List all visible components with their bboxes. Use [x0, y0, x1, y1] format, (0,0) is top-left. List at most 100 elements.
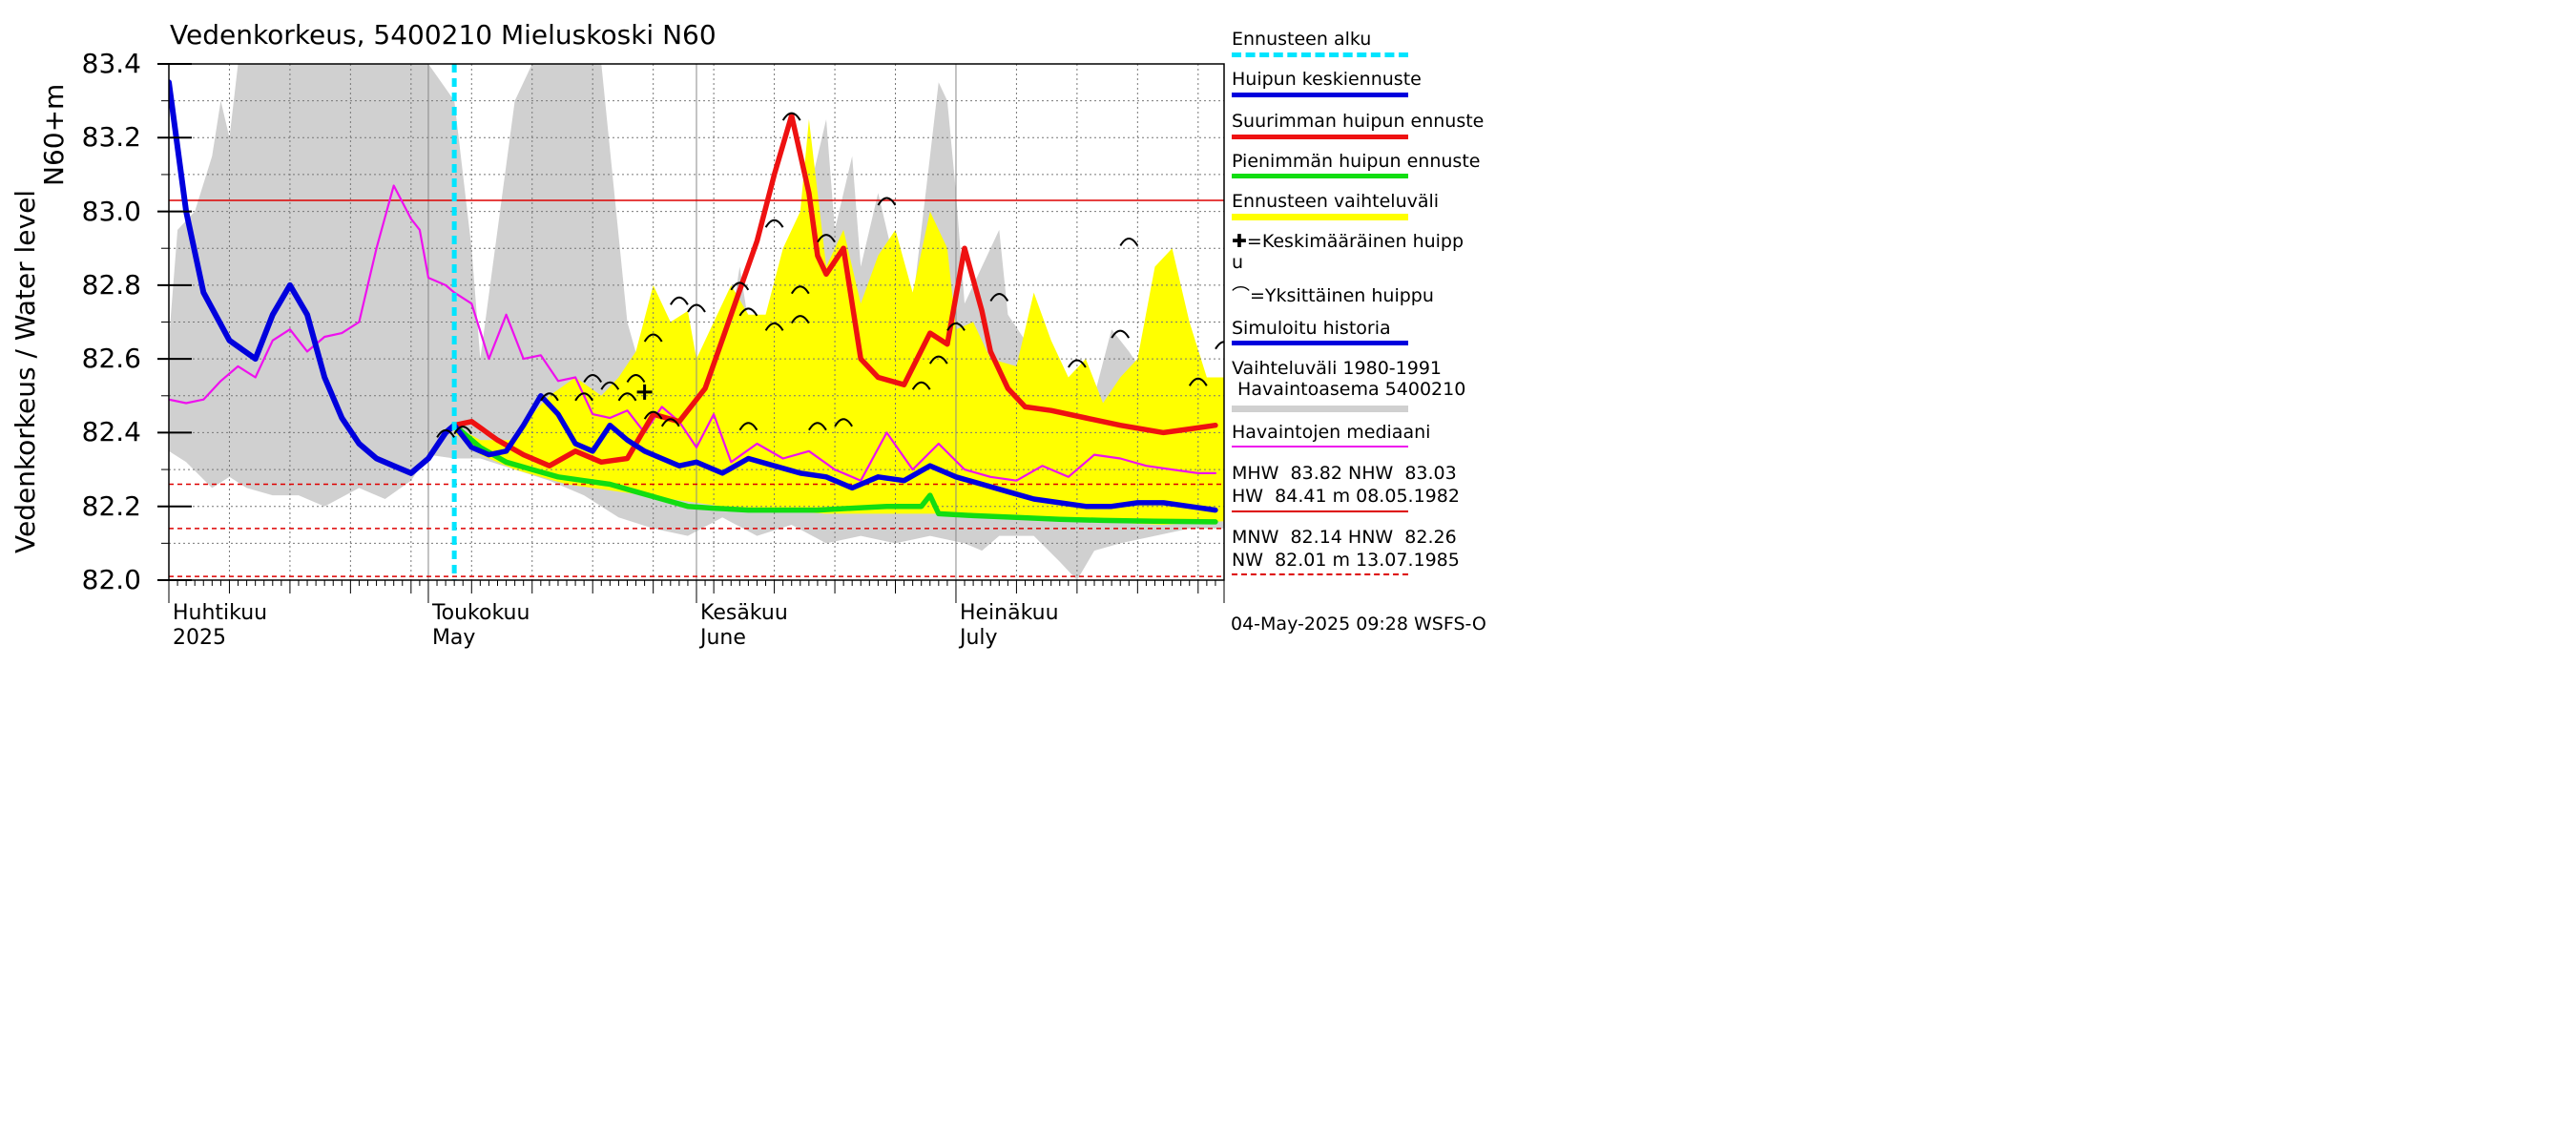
single-peak-marker	[670, 296, 689, 305]
plot-frame	[168, 63, 1225, 581]
single-peak-marker	[643, 410, 663, 420]
x-tick-label: Heinäkuu July	[960, 601, 1059, 651]
legend-single-peak: ⌒=Yksittäinen huippu	[1232, 285, 1480, 306]
legend-avg-peak-label-wrap: u	[1232, 252, 1244, 273]
single-peak-marker	[834, 418, 853, 427]
x-tick-label-fi: Huhtikuu	[173, 601, 268, 625]
y-tick-label: 82.6	[81, 343, 141, 375]
legend-var-range-label-2: Havaintoasema 5400210	[1232, 379, 1466, 400]
stat-hw: HW 84.41 m 08.05.1982	[1232, 486, 1460, 507]
single-peak-marker	[1215, 341, 1224, 350]
legend-forecast-start-swatch	[1232, 52, 1408, 57]
y-tick-label: 82.2	[81, 489, 141, 522]
single-peak-marker	[626, 374, 646, 384]
legend-avg-peak-label: =Keskimääräinen huipp	[1246, 231, 1465, 252]
single-peak-marker	[1188, 377, 1208, 386]
single-peak-marker	[781, 112, 801, 121]
single-peak-marker	[738, 307, 758, 317]
single-peak-marker	[730, 281, 750, 291]
series-sim-history-line	[169, 79, 458, 476]
series-min-peak-line	[451, 422, 1218, 525]
stat-mhw-nhw: MHW 83.82 NHW 83.03	[1232, 463, 1457, 484]
legend-min-peak-label: Pienimmän huipun ennuste	[1232, 151, 1481, 172]
chart-title: Vedenkorkeus, 5400210 Mieluskoski N60	[170, 19, 717, 51]
x-tick-label: Kesäkuu June	[700, 601, 788, 651]
single-peak-marker	[436, 428, 455, 438]
legend-max-peak-label: Suurimman huipun ennuste	[1232, 111, 1485, 132]
legend-min-peak: Pienimmän huipun ennuste	[1232, 151, 1481, 178]
single-peak-marker	[574, 392, 593, 402]
single-peak-marker	[540, 392, 559, 402]
legend-min-peak-swatch	[1232, 174, 1408, 178]
single-peak-marker	[687, 303, 706, 313]
series-median-line	[169, 184, 1217, 482]
legend-range: Ennusteen vaihteluväli	[1232, 191, 1480, 220]
legend-single-peak-label: =Yksittäinen huippu	[1250, 285, 1434, 306]
x-tick-label-fi: Toukokuu	[431, 601, 530, 625]
single-peak-marker	[1111, 329, 1131, 339]
y-tick-label: 83.2	[81, 121, 141, 154]
single-peak-marker	[1119, 238, 1139, 247]
x-tick-label: Huhtikuu 2025	[173, 601, 267, 651]
legend-mean-peak: Huipun keskiennuste	[1232, 69, 1480, 97]
y-tick-label: 82.0	[81, 564, 141, 595]
stat-hw-line	[1232, 510, 1408, 512]
single-peak-marker	[617, 392, 637, 402]
single-peak-marker	[643, 333, 663, 343]
y-tick-label: 82.8	[81, 268, 141, 301]
footer-timestamp: 04-May-2025 09:28 WSFS-O	[1231, 614, 1486, 635]
legend-median-swatch	[1232, 446, 1408, 448]
legend-mean-peak-label: Huipun keskiennuste	[1232, 69, 1422, 90]
x-tick-label-fi: Kesäkuu	[700, 601, 788, 625]
single-peak-marker	[817, 234, 836, 243]
stat-nw: NW 82.01 m 13.07.1985	[1232, 550, 1460, 571]
x-tick-label-en: May	[431, 626, 476, 650]
single-peak-marker	[877, 197, 897, 206]
x-tick-label-en: June	[700, 626, 746, 650]
single-peak-marker	[911, 381, 931, 390]
stat-nw-line	[1232, 573, 1408, 575]
series-mean-peak-line	[451, 393, 1218, 513]
legend-var-range-label-1: Vaihteluväli 1980-1991	[1232, 358, 1442, 379]
x-tick-label: Toukokuu May	[432, 601, 530, 651]
legend-max-peak-swatch	[1232, 135, 1408, 139]
series-max-peak-line	[451, 113, 1218, 468]
plot-svg	[157, 63, 1225, 603]
single-peak-marker	[738, 422, 758, 431]
legend-forecast-start: Ennusteen alku	[1232, 29, 1480, 57]
single-peak-marker	[946, 322, 966, 331]
single-peak-marker	[1068, 359, 1087, 368]
legend-sim-history-label: Simuloitu historia	[1232, 318, 1391, 339]
legend-var-range-swatch	[1232, 406, 1408, 412]
x-tick-label-fi: Heinäkuu	[959, 601, 1059, 625]
single-peak-marker	[808, 422, 827, 431]
single-peak-marker	[583, 374, 603, 384]
single-peak-marker	[790, 315, 810, 324]
legend-sim-history: Simuloitu historia	[1232, 318, 1480, 345]
legend-var-range: Vaihteluväli 1980-1991 Havaintoasema 540…	[1232, 358, 1480, 412]
x-tick-label-en: 2025	[173, 626, 226, 650]
legend-median-label: Havaintojen mediaani	[1232, 422, 1431, 443]
x-tick-label-en: July	[959, 626, 998, 650]
single-peak-marker	[790, 285, 810, 295]
single-peak-marker	[928, 355, 948, 364]
stat-mnw-hnw: MNW 82.14 HNW 82.26	[1232, 527, 1457, 548]
arc-icon: ⌒	[1232, 285, 1251, 306]
chart-figure: Vedenkorkeus, 5400210 Mieluskoski N60 Ve…	[0, 0, 1488, 658]
y-tick-label: 82.4	[81, 416, 141, 448]
single-peak-marker	[600, 381, 620, 390]
legend-max-peak: Suurimman huipun ennuste	[1232, 111, 1485, 139]
legend-median: Havaintojen mediaani	[1232, 422, 1480, 448]
single-peak-marker	[453, 426, 473, 435]
y-tick-label: 83.0	[81, 195, 141, 227]
single-peak-marker	[764, 219, 784, 228]
legend-mean-peak-swatch	[1232, 93, 1408, 97]
single-peak-marker	[989, 293, 1009, 302]
single-peak-marker	[660, 418, 680, 427]
single-peak-marker	[764, 322, 784, 331]
legend-forecast-start-label: Ennusteen alku	[1232, 29, 1372, 50]
legend-sim-history-swatch	[1232, 341, 1408, 345]
legend-range-label: Ennusteen vaihteluväli	[1232, 191, 1440, 212]
y-tick-label: 83.4	[81, 48, 141, 79]
plus-icon: ✚	[1232, 231, 1247, 252]
